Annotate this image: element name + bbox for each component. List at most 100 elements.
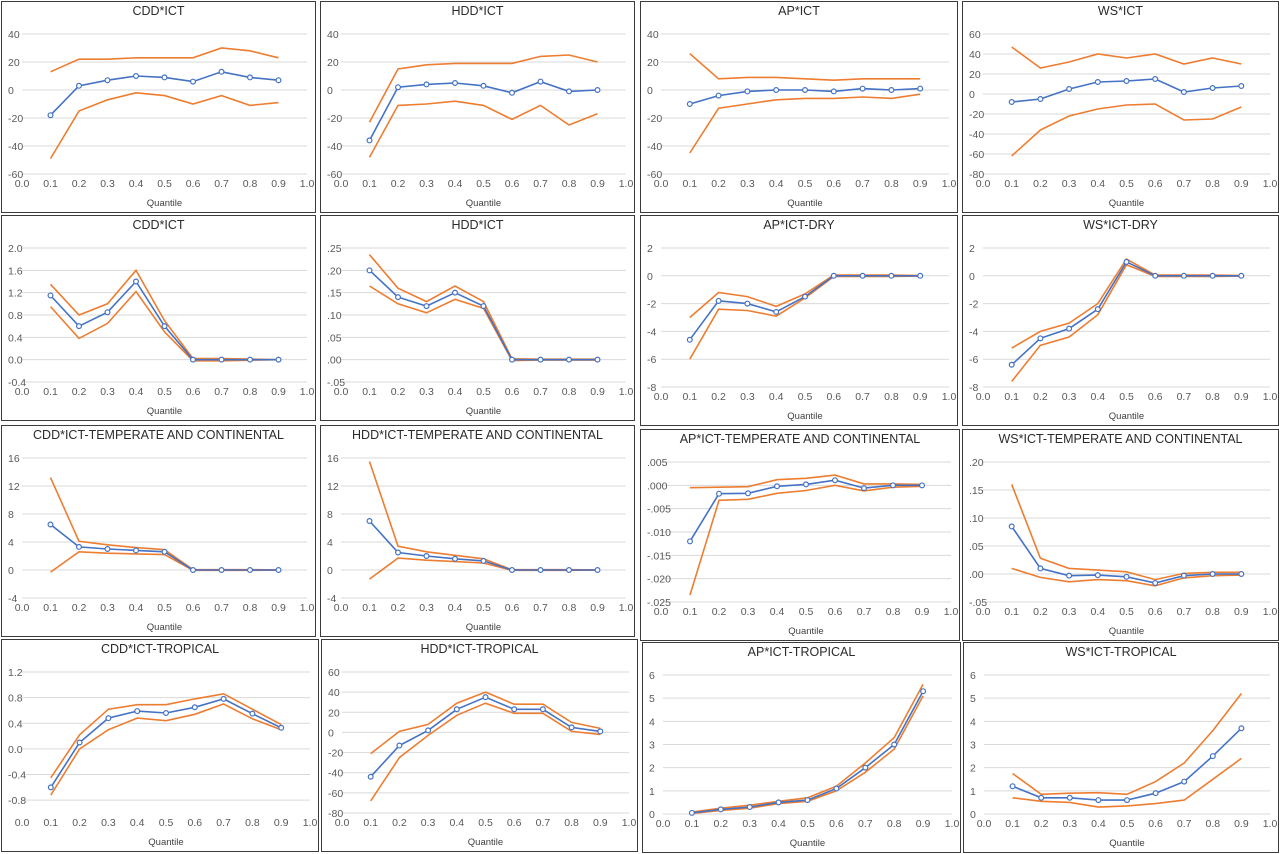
x-tick-label: 0.5 (159, 817, 174, 829)
y-tick-label: -.05 (327, 377, 345, 389)
x-tick-label: 0.8 (243, 178, 258, 190)
data-point (1180, 88, 1187, 95)
x-tick-label: 1.0 (622, 817, 637, 829)
x-tick-label: 0.9 (1234, 818, 1249, 830)
chart-title: AP*ICT (778, 4, 820, 18)
data-point (775, 799, 782, 806)
y-tick-label: -2 (647, 299, 656, 311)
data-point (594, 86, 601, 93)
x-tick-label: 0.8 (562, 602, 577, 614)
data-point (566, 356, 573, 363)
data-point (773, 308, 780, 315)
data-point (480, 303, 487, 310)
y-tick-label: -40 (327, 141, 342, 153)
y-tick-label: 0 (328, 727, 334, 739)
x-tick-label: 0.9 (271, 178, 286, 190)
chart-plot: -8 -6 -4 -2 0 2 0.0 0.1 0.2 0.3 0.4 0.5 0.6 0.7 0.8 0.9… (969, 243, 1277, 422)
x-tick-label: 0.5 (799, 606, 814, 618)
data-point (190, 567, 197, 574)
y-tick-label: -60 (8, 169, 23, 181)
x-tick-label: 0.3 (419, 386, 434, 398)
data-point (511, 706, 518, 713)
x-tick-label: 0.7 (536, 817, 551, 829)
y-tick-label: .10 (327, 310, 342, 322)
chart-plot: -.05 .00 .05 .10 .15 .20 .25 0.0 0.1 0.2 0.3 0.4 0.5… (327, 243, 633, 417)
x-tick-label: 0.7 (1177, 606, 1192, 618)
y-tick-label: 40 (969, 49, 981, 61)
x-tick-label: 0.0 (654, 606, 669, 618)
data-point (1066, 572, 1073, 579)
x-tick-label: 0.8 (245, 817, 260, 829)
x-tick-label: 0.6 (186, 602, 201, 614)
y-tick-label: 0 (8, 565, 14, 577)
data-point (105, 715, 112, 722)
x-tick-label: 0.4 (129, 386, 144, 398)
x-tick-label: 0.3 (101, 817, 116, 829)
x-tick-label: 0.5 (476, 386, 491, 398)
x-tick-label: 0.8 (562, 386, 577, 398)
x-tick-label: 1.0 (942, 391, 957, 403)
x-tick-label: 0.2 (1034, 818, 1049, 830)
y-tick-label: -60 (969, 149, 984, 161)
x-tick-label: 0.2 (713, 818, 728, 830)
y-tick-label: -20 (327, 113, 342, 125)
data-point (133, 547, 140, 554)
x-tick-label: 0.3 (419, 602, 434, 614)
y-tick-label: -0.4 (8, 377, 26, 389)
data-point (394, 84, 401, 91)
data-point (161, 548, 168, 555)
data-point (859, 272, 866, 279)
x-tick-label: 0.9 (1234, 178, 1249, 190)
chart-title: CDD*ICT-TEMPERATE AND CONTINENTAL (33, 428, 284, 442)
data-point (537, 567, 544, 574)
data-point (1152, 790, 1159, 797)
y-tick-label: -.005 (647, 504, 671, 516)
chart-title: CDD*ICT (132, 218, 185, 232)
x-tick-label: 0.7 (857, 606, 872, 618)
data-point (1038, 794, 1045, 801)
chart-plot: -0.8 -0.4 0.0 0.4 0.8 1.2 0.0 0.1 0.2 0.3 0.4 0.5 0.… (8, 667, 317, 848)
x-axis-label: Quantile (466, 622, 501, 633)
data-point (1209, 272, 1216, 279)
x-tick-label: 0.3 (740, 178, 755, 190)
x-tick-label: 0.5 (798, 391, 813, 403)
data-point (537, 356, 544, 363)
y-tick-label: 16 (8, 453, 20, 465)
y-tick-label: 40 (327, 29, 339, 41)
x-tick-label: 0.2 (72, 602, 87, 614)
y-tick-label: 2 (969, 243, 975, 255)
x-tick-label: 0.6 (828, 606, 843, 618)
y-tick-label: 4 (970, 716, 976, 728)
y-tick-label: 0 (647, 85, 653, 97)
y-tick-label: .005 (647, 457, 668, 469)
data-point (1209, 753, 1216, 760)
data-point (774, 483, 781, 490)
data-point (832, 477, 839, 484)
x-tick-label: 0.4 (129, 602, 144, 614)
x-tick-label: 0.8 (886, 606, 901, 618)
y-tick-label: -4 (647, 326, 656, 338)
chart-title: AP*ICT-TEMPERATE AND CONTINENTAL (679, 432, 921, 446)
chart-title: HDD*ICT (451, 4, 504, 18)
x-tick-label: 0.9 (590, 178, 605, 190)
data-point (1209, 84, 1216, 91)
data-point (247, 74, 254, 81)
y-tick-label: .20 (969, 457, 984, 469)
data-point (247, 567, 254, 574)
x-tick-label: 0.0 (334, 386, 349, 398)
y-tick-label: 16 (327, 453, 339, 465)
x-tick-label: 0.2 (72, 386, 87, 398)
x-tick-label: 0.5 (157, 386, 172, 398)
y-tick-label: -60 (328, 788, 343, 800)
data-point (191, 704, 198, 711)
x-tick-label: 0.2 (1033, 606, 1048, 618)
data-point (862, 764, 869, 771)
y-tick-label: 1.2 (8, 288, 23, 300)
data-point (1152, 272, 1159, 279)
data-point (688, 809, 695, 816)
x-tick-label: 0.2 (712, 606, 727, 618)
x-tick-label: 0.6 (1148, 818, 1163, 830)
y-tick-label: 2.0 (8, 243, 23, 255)
chart-plot: -4 0 4 8 12 16 0.0 0.1 0.2 0.3 0.4 0.5 0.6 0.7 0.8 0.9 1… (327, 453, 633, 633)
x-tick-label: 0.7 (214, 178, 229, 190)
